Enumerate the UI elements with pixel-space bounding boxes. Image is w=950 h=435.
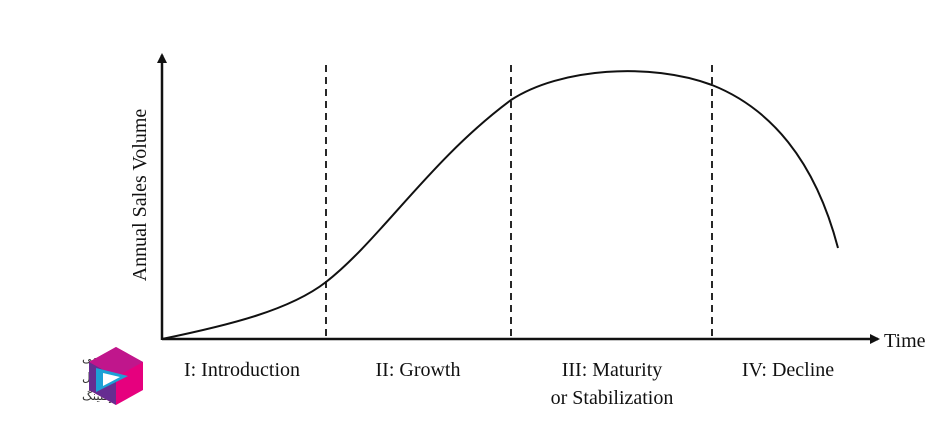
stage-label-decline: IV: Decline <box>742 359 834 381</box>
x-axis-label: Time <box>884 330 926 352</box>
stage-label-growth: II: Growth <box>376 359 461 381</box>
stage-label-maturity-line2: or Stabilization <box>551 387 674 409</box>
sales-curve <box>161 70 839 340</box>
y-axis-label: Annual Sales Volume <box>129 109 151 282</box>
stage-label-maturity: III: Maturity <box>562 359 663 381</box>
academy-logo: آکادمی دیجیتال مارکتینگ <box>82 347 143 405</box>
stage-label-introduction: I: Introduction <box>184 359 300 381</box>
logo-mark-icon <box>89 347 143 405</box>
